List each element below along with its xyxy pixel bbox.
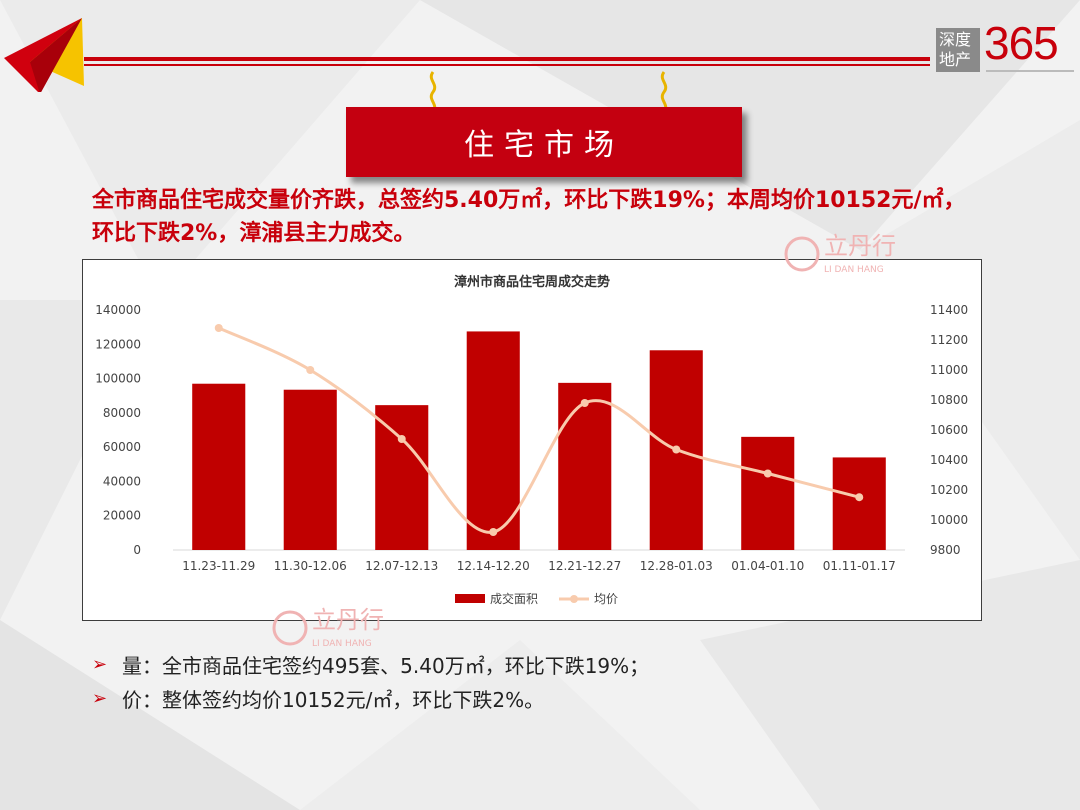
watermark-1: 立丹行 LI DAN HANG bbox=[784, 232, 896, 275]
section-title: 住宅市场 bbox=[464, 128, 624, 163]
y-left-tick-label: 0 bbox=[133, 543, 141, 557]
bullet-item: ➢ 量：全市商品住宅签约495套、5.40万㎡，环比下跌19%； bbox=[92, 647, 992, 681]
line-point bbox=[672, 445, 681, 454]
line-series-avg-price bbox=[218, 326, 860, 534]
legend-label: 成交面积 bbox=[490, 591, 538, 606]
watermark-en-text: LI DAN HANG bbox=[312, 639, 372, 649]
section-title-banner: 住宅市场 bbox=[346, 107, 742, 177]
y-left-tick-label: 100000 bbox=[95, 372, 141, 386]
x-tick-label: 01.04-01.10 bbox=[731, 559, 804, 573]
logo-text-line1: 深度 bbox=[939, 30, 972, 49]
line-point bbox=[763, 469, 772, 478]
y-right-tick-label: 11200 bbox=[930, 333, 968, 347]
watermark-text: 立丹行 bbox=[312, 606, 384, 634]
brand-logo: 深度 地产 365 bbox=[936, 14, 1076, 74]
watermark-2: 立丹行 LI DAN HANG bbox=[272, 606, 384, 649]
line-point bbox=[214, 324, 223, 332]
bar bbox=[192, 383, 246, 550]
logo-number: 365 bbox=[984, 17, 1059, 69]
legend-marker bbox=[570, 595, 578, 603]
legend-label: 均价 bbox=[594, 592, 618, 606]
y-right-tick-label: 10800 bbox=[930, 393, 968, 407]
y-left-tick-label: 140000 bbox=[95, 303, 141, 317]
paper-plane-icon bbox=[4, 18, 84, 92]
bar bbox=[466, 331, 520, 550]
y-left-tick-label: 80000 bbox=[103, 406, 141, 420]
logo-badge: 深度 地产 bbox=[936, 28, 980, 72]
line-point bbox=[397, 435, 406, 443]
header-rule bbox=[84, 57, 930, 61]
logo-underline bbox=[986, 70, 1074, 72]
y-right-tick-label: 10400 bbox=[930, 453, 968, 467]
line-point bbox=[306, 366, 315, 374]
y-left-tick-label: 60000 bbox=[103, 440, 141, 454]
x-tick-label: 12.28-01.03 bbox=[640, 559, 713, 573]
x-tick-label: 12.21-12.27 bbox=[548, 559, 621, 573]
bar bbox=[832, 457, 886, 550]
x-tick-label: 12.07-12.13 bbox=[365, 559, 438, 573]
chart-svg: 漳州市商品住宅周成交走势0200004000060000800001000001… bbox=[95, 274, 968, 606]
y-left-tick-label: 20000 bbox=[103, 509, 141, 523]
bullet-list: ➢ 量：全市商品住宅签约495套、5.40万㎡，环比下跌19%； ➢ 价：整体签… bbox=[92, 647, 992, 715]
bullet-text: 量：全市商品住宅签约495套、5.40万㎡，环比下跌19%； bbox=[122, 653, 650, 678]
line-point bbox=[580, 399, 589, 407]
y-right-tick-label: 10000 bbox=[930, 513, 968, 527]
bar bbox=[375, 405, 429, 550]
x-tick-label: 01.11-01.17 bbox=[823, 559, 896, 573]
bar bbox=[283, 389, 337, 550]
arrow-bullet-icon: ➢ bbox=[92, 687, 108, 709]
watermark-text: 立丹行 bbox=[824, 232, 896, 260]
chart-container: 漳州市商品住宅周成交走势 0 20000 40000 60000 80000 100000 1… bbox=[82, 259, 982, 621]
y-right-tick-label: 10200 bbox=[930, 483, 968, 497]
watermark-en-text: LI DAN HANG bbox=[824, 265, 884, 275]
legend-swatch-bar bbox=[455, 594, 485, 603]
y-right-tick-label: 10600 bbox=[930, 423, 968, 437]
line-point bbox=[855, 493, 864, 502]
y-right-tick-label: 11400 bbox=[930, 303, 968, 317]
headline-text: 全市商品住宅成交量价齐跌，总签约5.40万㎡，环比下跌19%；本周均价10152… bbox=[92, 188, 966, 246]
y-right-tick-label: 9800 bbox=[930, 543, 961, 557]
line-point bbox=[489, 528, 498, 536]
chart-title: 漳州市商品住宅周成交走势 bbox=[454, 274, 610, 290]
arrow-bullet-icon: ➢ bbox=[92, 653, 108, 675]
bar bbox=[558, 382, 612, 550]
x-tick-label: 12.14-12.20 bbox=[457, 559, 530, 573]
x-tick-label: 11.23-11.29 bbox=[182, 559, 255, 573]
bar bbox=[741, 436, 795, 550]
bullet-text: 价：整体签约均价10152元/㎡，环比下跌2%。 bbox=[122, 687, 545, 712]
y-left-tick-label: 40000 bbox=[103, 474, 141, 488]
bullet-item: ➢ 价：整体签约均价10152元/㎡，环比下跌2%。 bbox=[92, 681, 992, 715]
header-rule-thin bbox=[84, 64, 930, 66]
y-left-tick-label: 120000 bbox=[95, 337, 141, 351]
x-tick-label: 11.30-12.06 bbox=[274, 559, 347, 573]
y-right-tick-label: 11000 bbox=[930, 363, 968, 377]
logo-text-line2: 地产 bbox=[939, 50, 972, 69]
